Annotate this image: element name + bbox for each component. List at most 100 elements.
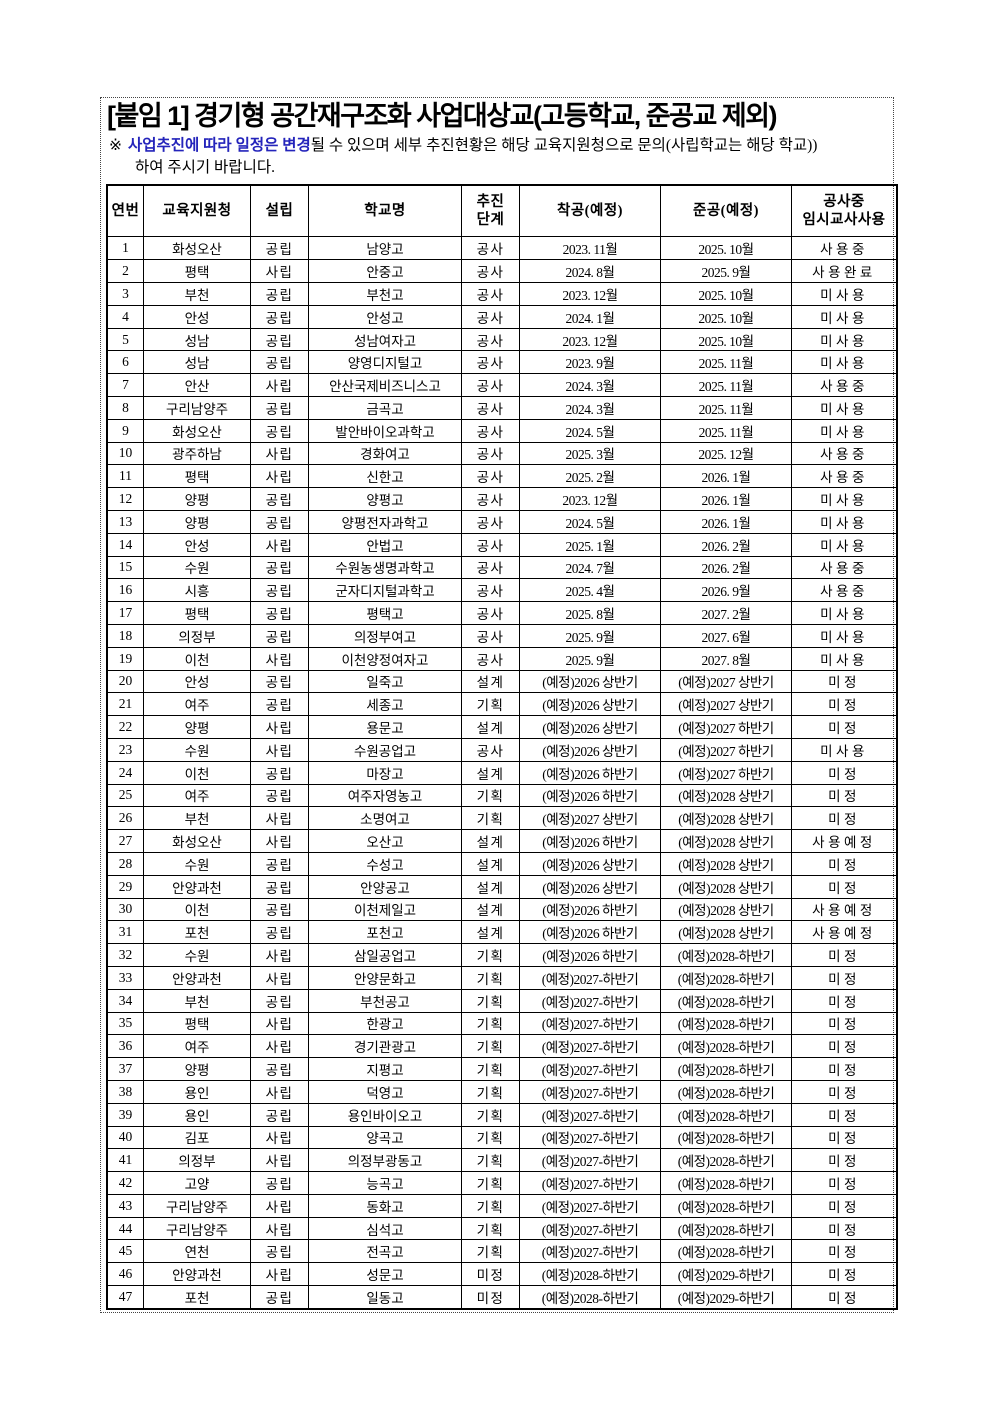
cell-completion: (예정)2028 상반기 [660,851,792,876]
table-body: 1 화성오산 공립 남양고 공사 2023. 11월 2025. 10월 사용중… [106,236,898,1310]
cell-temp-classroom-usage: 미정 [791,1079,898,1104]
table-row: 32 수원 사립 삼일공업고 기획 (예정)2026 하반기 (예정)2028-… [106,943,898,967]
cell-construction-start: (예정)2026 하반기 [519,897,661,922]
cell-construction-start: (예정)2026 상반기 [519,669,661,694]
cell-district-office: 안성 [143,532,251,557]
cell-construction-start: (예정)2026 하반기 [519,920,661,945]
cell-district-office: 의정부 [143,623,251,648]
cell-school-name: 금곡고 [308,396,462,420]
cell-stage: 기획 [461,1239,520,1264]
table-row: 42 고양 공립 능곡고 기획 (예정)2027-하반기 (예정)2028-하반… [106,1171,898,1195]
note-highlight: 사업추진에 따라 일정은 변경 [128,137,311,155]
note-marker: ※ [109,137,122,155]
table-row: 6 성남 공립 양영디지털고 공사 2023. 9월 2025. 11월 미사용 [106,350,898,375]
cell-construction-start: 2025. 8월 [519,601,661,625]
cell-establishment: 공립 [250,783,309,808]
cell-stage: 설계 [461,760,520,785]
table-row: 2 평택 사립 안중고 공사 2024. 8월 2025. 9월 사용완료 [106,259,898,284]
table-row: 21 여주 공립 세종고 기획 (예정)2026 상반기 (예정)2027 상반… [106,692,898,717]
cell-construction-start: (예정)2027-하반기 [519,1193,661,1218]
cell-district-office: 연천 [143,1239,251,1264]
cell-establishment: 사립 [250,806,309,831]
cell-district-office: 구리남양주 [143,1216,251,1241]
cell-school-name: 안양문화고 [308,965,462,990]
cell-district-office: 여주 [143,783,251,808]
table-row: 38 용인 사립 덕영고 기획 (예정)2027-하반기 (예정)2028-하반… [106,1079,898,1104]
cell-construction-start: 2025. 4월 [519,578,661,603]
cell-construction-start: (예정)2027-하반기 [519,1079,661,1104]
cell-temp-classroom-usage: 미사용 [791,737,898,762]
cell-establishment: 공립 [250,760,309,785]
cell-stage: 설계 [461,920,520,945]
cell-construction-start: 2024. 5월 [519,418,661,443]
cell-school-name: 세종고 [308,692,462,717]
cell-stage: 기획 [461,1011,520,1036]
cell-school-name: 덕영고 [308,1079,462,1104]
table-row: 39 용인 공립 용인바이오고 기획 (예정)2027-하반기 (예정)2028… [106,1102,898,1127]
table-row: 45 연천 공립 전곡고 기획 (예정)2027-하반기 (예정)2028-하반… [106,1239,898,1264]
table-row: 1 화성오산 공립 남양고 공사 2023. 11월 2025. 10월 사용중 [106,236,898,261]
cell-establishment: 공립 [250,304,309,329]
cell-no: 36 [106,1034,144,1059]
cell-school-name: 부천공고 [308,988,462,1013]
cell-completion: 2026. 1월 [660,464,792,489]
cell-stage: 공사 [461,396,520,420]
table-row: 33 안양과천 사립 안양문화고 기획 (예정)2027-하반기 (예정)202… [106,965,898,990]
cell-district-office: 화성오산 [143,418,251,443]
cell-establishment: 공립 [250,601,309,625]
page-title: [붙임 1] 경기형 공간재구조화 사업대상교(고등학교, 준공교 제외) [107,101,778,131]
cell-no: 14 [106,532,144,557]
table-row: 15 수원 공립 수원농생명과학고 공사 2024. 7월 2026. 2월 사… [106,555,898,580]
cell-no: 39 [106,1102,144,1127]
cell-stage: 기획 [461,1102,520,1127]
cell-establishment: 공립 [250,555,309,580]
cell-no: 24 [106,760,144,785]
cell-school-name: 용문고 [308,715,462,739]
cell-district-office: 고양 [143,1171,251,1195]
table-row: 24 이천 공립 마장고 설계 (예정)2026 하반기 (예정)2027 하반… [106,760,898,785]
cell-stage: 기획 [461,1148,520,1173]
cell-establishment: 공립 [250,623,309,648]
cell-stage: 기획 [461,692,520,717]
cell-establishment: 사립 [250,532,309,557]
cell-temp-classroom-usage: 미정 [791,1285,898,1310]
cell-construction-start: (예정)2027-하반기 [519,1034,661,1059]
cell-district-office: 부천 [143,988,251,1013]
cell-no: 10 [106,441,144,466]
cell-establishment: 사립 [250,646,309,671]
table-row: 17 평택 공립 평택고 공사 2025. 8월 2027. 2월 미사용 [106,601,898,625]
cell-school-name: 심석고 [308,1216,462,1241]
cell-construction-start: 2025. 1월 [519,532,661,557]
cell-temp-classroom-usage: 미정 [791,1125,898,1150]
cell-no: 13 [106,509,144,534]
cell-district-office: 시흥 [143,578,251,603]
cell-no: 29 [106,874,144,899]
cell-construction-start: (예정)2028-하반기 [519,1285,661,1310]
table-row: 47 포천 공립 일동고 미정 (예정)2028-하반기 (예정)2029-하반… [106,1285,898,1310]
table-row: 40 김포 사립 양곡고 기획 (예정)2027-하반기 (예정)2028-하반… [106,1125,898,1150]
note: ※ 사업추진에 따라 일정은 변경될 수 있으며 세부 추진현황은 해당 교육지원… [109,135,891,178]
cell-construction-start: 2025. 3월 [519,441,661,466]
cell-completion: (예정)2028-하반기 [660,1011,792,1036]
cell-temp-classroom-usage: 미정 [791,692,898,717]
table-row: 35 평택 사립 한광고 기획 (예정)2027-하반기 (예정)2028-하반… [106,1011,898,1036]
table-row: 30 이천 공립 이천제일고 설계 (예정)2026 하반기 (예정)2028 … [106,897,898,922]
cell-construction-start: (예정)2027 상반기 [519,806,661,831]
cell-construction-start: 2024. 3월 [519,396,661,420]
cell-temp-classroom-usage: 사용완료 [791,259,898,284]
cell-no: 35 [106,1011,144,1036]
cell-no: 45 [106,1239,144,1264]
cell-construction-start: (예정)2026 하반기 [519,783,661,808]
cell-completion: (예정)2028-하반기 [660,965,792,990]
table-row: 28 수원 공립 수성고 설계 (예정)2026 상반기 (예정)2028 상반… [106,851,898,876]
cell-district-office: 양평 [143,487,251,511]
cell-no: 43 [106,1193,144,1218]
cell-no: 15 [106,555,144,580]
cell-establishment: 공립 [250,1285,309,1310]
table-row: 13 양평 공립 양평전자과학고 공사 2024. 5월 2026. 1월 미사… [106,509,898,534]
table-row: 41 의정부 사립 의정부광동고 기획 (예정)2027-하반기 (예정)202… [106,1148,898,1173]
cell-completion: (예정)2028 상반기 [660,829,792,853]
col-header-establishment: 설립 [250,184,309,238]
cell-establishment: 공립 [250,851,309,876]
note-text: 될 수 있으며 세부 추진현황은 해당 교육지원청으로 문의(사립학교는 해당 … [310,137,818,155]
